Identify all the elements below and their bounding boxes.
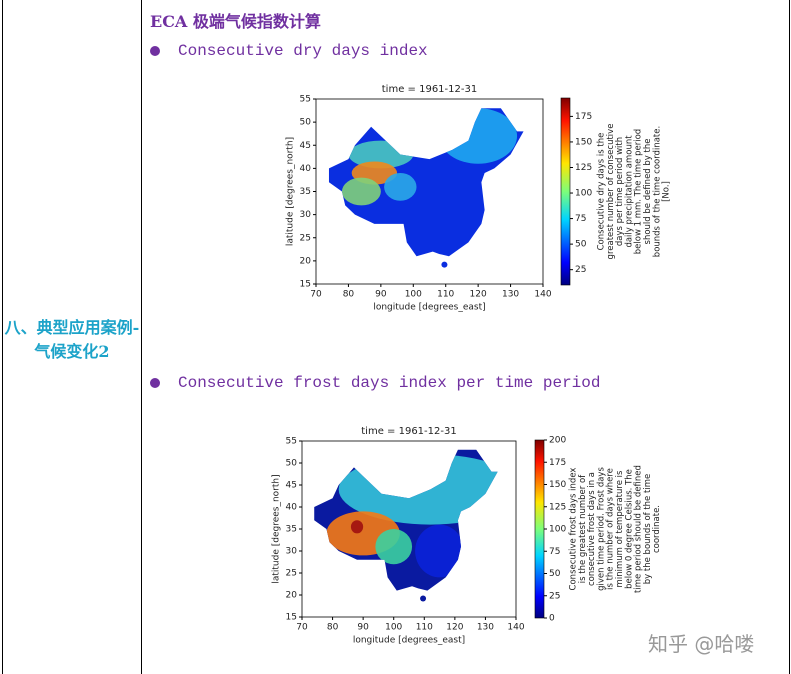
x-axis-label: longitude [degrees_east] xyxy=(373,303,485,313)
field-patch xyxy=(439,108,518,164)
colorbar-label: greatest number of consecutive xyxy=(606,124,616,260)
x-tick-label: 80 xyxy=(343,290,355,300)
y-tick-label: 20 xyxy=(300,256,312,266)
colorbar-label: Consecutive dry days is the xyxy=(597,133,607,251)
bullet: Consecutive frost days index per time pe… xyxy=(150,374,600,392)
colorbar-tick-label: 125 xyxy=(549,502,566,512)
colorbar-label: should be defined by the xyxy=(643,139,653,245)
y-tick-label: 30 xyxy=(286,547,298,557)
colorbar-label: bounds of the time coordinate. xyxy=(652,126,662,257)
x-tick-label: 100 xyxy=(405,290,422,300)
colorbar-label: given time period. Frost days xyxy=(596,467,606,591)
colorbar-label: coordinate. xyxy=(652,505,662,553)
colorbar-tick-label: 25 xyxy=(575,265,586,275)
colorbar-label: below 0 degree Celsius. The xyxy=(624,469,634,589)
map-figure: time = 1961-12-31 70 80 90 100 110 120 130 140 15… xyxy=(272,426,663,646)
colorbar-tick-label: 150 xyxy=(549,480,566,490)
bullet: Consecutive dry days index xyxy=(150,42,428,60)
y-tick-label: 40 xyxy=(300,164,312,174)
field-patch xyxy=(341,177,381,206)
colorbar-label: time period should be defined xyxy=(634,465,644,593)
colorbar-tick-label: 75 xyxy=(575,214,586,224)
map-figure: time = 1961-12-31 70 80 90 100 110 120 130 140 15… xyxy=(286,84,672,313)
y-tick-label: 55 xyxy=(300,95,311,105)
x-axis-label: longitude [degrees_east] xyxy=(353,636,465,646)
colorbar-tick-label: 0 xyxy=(549,614,555,624)
y-tick-label: 20 xyxy=(286,591,298,601)
x-tick-label: 90 xyxy=(357,623,369,633)
x-tick-label: 70 xyxy=(310,290,322,300)
island xyxy=(420,595,427,602)
colorbar-tick-label: 100 xyxy=(575,189,592,199)
colorbar-label: consecutive frost days in a xyxy=(587,472,597,586)
x-tick-label: 110 xyxy=(437,290,454,300)
watermark: 知乎 @哈喽 xyxy=(648,632,755,656)
y-axis-label: latitude [degrees_north] xyxy=(272,474,282,583)
field-patch xyxy=(375,529,413,565)
colorbar-label: Consecutive frost days index xyxy=(569,468,579,591)
y-tick-label: 40 xyxy=(286,503,298,513)
y-tick-label: 25 xyxy=(300,233,311,243)
island xyxy=(441,261,448,268)
colorbar-label: daily precipitation amount xyxy=(624,135,634,248)
figure-title: time = 1961-12-31 xyxy=(361,426,456,437)
colorbar-tick-label: 50 xyxy=(575,240,587,250)
x-tick-label: 130 xyxy=(477,623,494,633)
figure-title: time = 1961-12-31 xyxy=(382,84,477,95)
field-patch xyxy=(350,520,364,534)
colorbar-tick-label: 200 xyxy=(549,436,566,446)
colorbar-label: minimum of temperature is xyxy=(615,470,625,587)
colorbar-tick-label: 125 xyxy=(575,163,592,173)
y-tick-label: 25 xyxy=(286,569,297,579)
y-axis-label: latitude [degrees_north] xyxy=(286,137,296,246)
y-tick-label: 30 xyxy=(300,210,312,220)
colorbar-label: is the greatest number of xyxy=(578,474,588,583)
x-tick-label: 120 xyxy=(446,623,463,633)
x-tick-label: 140 xyxy=(534,290,551,300)
x-tick-label: 120 xyxy=(470,290,487,300)
y-tick-label: 55 xyxy=(286,437,297,447)
y-tick-label: 15 xyxy=(300,280,311,290)
y-tick-label: 35 xyxy=(286,525,297,535)
colorbar-tick-label: 25 xyxy=(549,591,560,601)
x-tick-label: 100 xyxy=(385,623,402,633)
colorbar-tick-label: 75 xyxy=(549,547,560,557)
colorbar-label: days per time period with xyxy=(615,137,625,246)
field-patch xyxy=(384,173,417,201)
x-tick-label: 80 xyxy=(327,623,339,633)
table-border xyxy=(2,0,3,674)
x-tick-label: 90 xyxy=(375,290,387,300)
y-tick-label: 35 xyxy=(300,187,311,197)
colorbar-label: [No.] xyxy=(662,181,672,202)
y-tick-label: 45 xyxy=(286,481,297,491)
left-cell: 八、典型应用案例-气候变化2 xyxy=(4,318,140,361)
section-title: ECA 极端气候指数计算 xyxy=(150,12,321,31)
x-tick-label: 140 xyxy=(507,623,524,633)
field-patch xyxy=(415,524,465,578)
colorbar-tick-label: 175 xyxy=(575,112,592,122)
colorbar-label: by the bounds of the time xyxy=(643,474,653,584)
x-tick-label: 70 xyxy=(296,623,308,633)
y-tick-label: 50 xyxy=(300,118,312,128)
colorbar-label: below 1 mm. The time period xyxy=(634,129,644,254)
colorbar-tick-label: 150 xyxy=(575,137,592,147)
x-tick-label: 130 xyxy=(502,290,519,300)
y-tick-label: 45 xyxy=(300,141,311,151)
colorbar-tick-label: 100 xyxy=(549,525,566,535)
table-border xyxy=(789,0,790,674)
colorbar xyxy=(560,97,571,286)
colorbar xyxy=(534,439,545,619)
x-tick-label: 110 xyxy=(416,623,433,633)
colorbar-tick-label: 175 xyxy=(549,458,566,468)
y-tick-label: 50 xyxy=(286,459,298,469)
y-tick-label: 15 xyxy=(286,613,297,623)
table-border xyxy=(141,0,142,674)
colorbar-tick-label: 50 xyxy=(549,569,561,579)
colorbar-label: is the number of days where xyxy=(606,468,616,590)
